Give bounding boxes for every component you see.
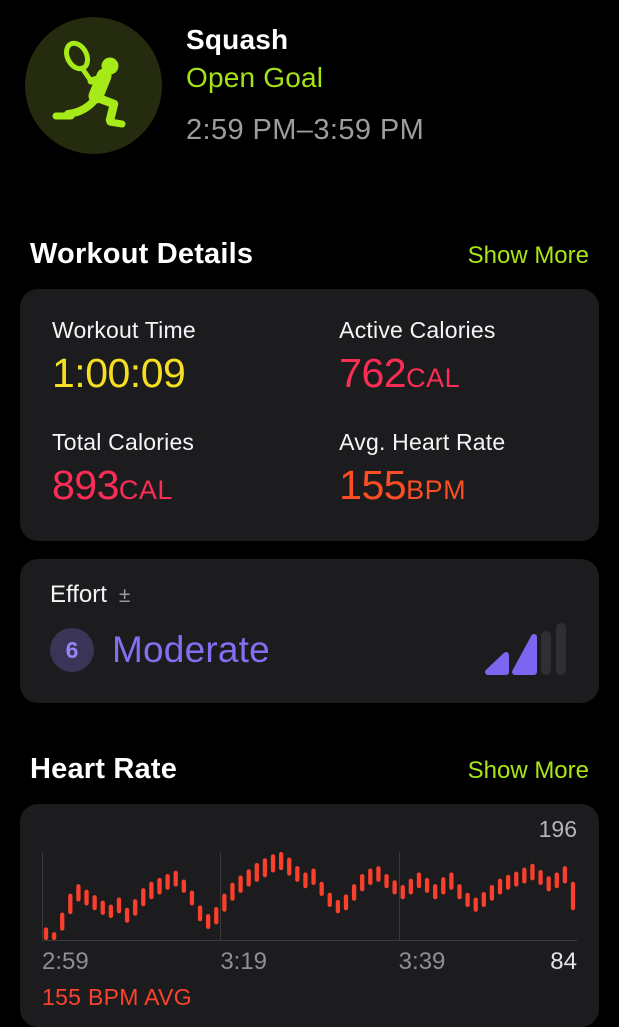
metric-label: Active Calories — [339, 317, 496, 343]
metric-unit: BPM — [406, 475, 467, 505]
chart-x-tick: 3:19 — [220, 948, 268, 975]
metric-value: 893CAL — [52, 462, 339, 509]
chart-gridline — [220, 852, 222, 940]
workout-time-range: 2:59 PM–3:59 PM — [186, 114, 425, 146]
workout-goal: Open Goal — [186, 62, 324, 93]
effort-label-row: Effort ± — [50, 581, 569, 609]
metric-unit: CAL — [406, 363, 461, 393]
heart-rate-header: Heart Rate Show More — [30, 753, 589, 786]
metric-workout-time: Workout Time 1:00:09 — [52, 317, 339, 397]
workout-metrics-card: Workout Time 1:00:09 Active Calories 762… — [20, 289, 599, 541]
metric-label: Avg. Heart Rate — [339, 429, 506, 455]
metric-value: 762CAL — [339, 350, 599, 397]
workout-details-header: Workout Details Show More — [30, 238, 589, 271]
metric-avg-heart-rate: Avg. Heart Rate 155BPM — [339, 429, 599, 509]
metric-total-calories: Total Calories 893CAL — [52, 429, 339, 509]
metric-number: 1:00:09 — [52, 350, 186, 396]
metric-label: Workout Time — [52, 317, 196, 343]
heart-rate-bars — [43, 852, 576, 940]
chart-max-label: 196 — [538, 816, 577, 842]
metric-active-calories: Active Calories 762CAL — [339, 317, 599, 397]
chart-x-tick: 2:59 — [42, 948, 89, 975]
effort-score-badge: 6 — [50, 628, 94, 672]
metric-label: Total Calories — [52, 429, 195, 455]
heart-rate-show-more-link[interactable]: Show More — [467, 757, 589, 784]
chart-x-tick: 3:39 — [398, 948, 446, 975]
metric-number: 762 — [339, 350, 407, 396]
heart-rate-chart-card[interactable]: 196 84 2:59 3:19 3:39 155 BPM AVG — [20, 804, 599, 1027]
effort-label: Effort — [50, 581, 107, 608]
metric-value: 1:00:09 — [52, 350, 339, 397]
workout-details-title: Workout Details — [30, 238, 254, 270]
chart-baseline — [42, 940, 577, 941]
chart-min-label: 84 — [550, 948, 577, 975]
effort-rating: Moderate — [112, 629, 270, 670]
metric-unit: CAL — [118, 475, 173, 505]
effort-card[interactable]: Effort ± 6 Moderate — [20, 559, 599, 703]
plus-minus-icon: ± — [118, 584, 131, 607]
metric-number: 155 — [339, 462, 407, 508]
chart-x-axis: 84 2:59 3:19 3:39 — [42, 946, 577, 976]
metric-value: 155BPM — [339, 462, 599, 509]
heart-rate-plot — [42, 852, 577, 940]
heart-rate-title: Heart Rate — [30, 753, 178, 785]
workout-title: Squash — [186, 24, 289, 55]
workout-details-show-more-link[interactable]: Show More — [467, 242, 589, 269]
metric-number: 893 — [52, 462, 119, 508]
chart-gridline — [42, 852, 43, 940]
effort-bars-icon — [485, 623, 566, 675]
player-head — [101, 57, 118, 74]
effort-row: 6 Moderate — [50, 621, 569, 679]
activity-badge — [25, 17, 162, 154]
metrics-grid: Workout Time 1:00:09 Active Calories 762… — [52, 317, 599, 509]
avg-bpm-label: 155 BPM AVG — [42, 984, 192, 1010]
workout-header: Squash Open Goal 2:59 PM–3:59 PM — [0, 0, 619, 190]
squash-player-icon — [52, 40, 125, 127]
chart-gridline — [398, 852, 400, 940]
header-text: Squash Open Goal 2:59 PM–3:59 PM — [186, 24, 424, 147]
